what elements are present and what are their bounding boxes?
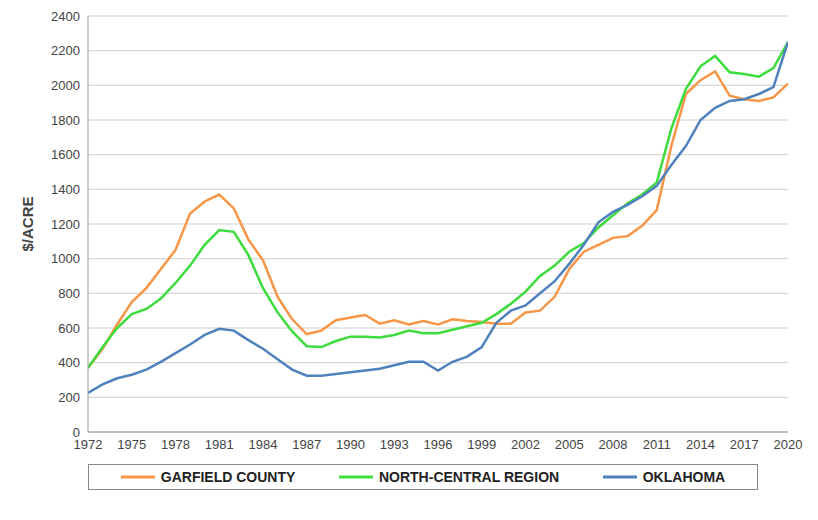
svg-text:1200: 1200 xyxy=(51,217,80,232)
svg-text:800: 800 xyxy=(58,286,80,301)
svg-text:1999: 1999 xyxy=(467,437,496,452)
svg-text:600: 600 xyxy=(58,321,80,336)
svg-text:1400: 1400 xyxy=(51,182,80,197)
svg-text:1000: 1000 xyxy=(51,251,80,266)
svg-text:1996: 1996 xyxy=(424,437,453,452)
svg-text:2008: 2008 xyxy=(599,437,628,452)
svg-text:2002: 2002 xyxy=(511,437,540,452)
svg-text:400: 400 xyxy=(58,355,80,370)
svg-text:0: 0 xyxy=(73,425,80,440)
svg-text:1600: 1600 xyxy=(51,147,80,162)
svg-text:1984: 1984 xyxy=(249,437,278,452)
svg-text:2020: 2020 xyxy=(774,437,803,452)
html-text:NORTH-CENTRAL REGION: NORTH-CENTRAL REGION xyxy=(379,469,560,485)
svg-text:2000: 2000 xyxy=(51,78,80,93)
svg-text:200: 200 xyxy=(58,390,80,405)
svg-text:1981: 1981 xyxy=(205,437,234,452)
svg-text:1987: 1987 xyxy=(292,437,321,452)
svg-text:1975: 1975 xyxy=(117,437,146,452)
svg-text:1993: 1993 xyxy=(380,437,409,452)
svg-text:1972: 1972 xyxy=(73,437,103,453)
svg-text:2200: 2200 xyxy=(51,43,80,58)
svg-text:$/ACRE: $/ACRE xyxy=(19,196,36,251)
svg-text:1800: 1800 xyxy=(51,113,80,128)
svg-text:2005: 2005 xyxy=(555,437,584,452)
svg-text:2400: 2400 xyxy=(51,9,80,24)
svg-text:2014: 2014 xyxy=(686,437,715,452)
html-text:OKLAHOMA: OKLAHOMA xyxy=(642,469,726,485)
svg-text:2011: 2011 xyxy=(643,437,671,452)
svg-text:1978: 1978 xyxy=(161,437,190,452)
svg-text:2017: 2017 xyxy=(730,437,759,452)
html-text:GARFIELD COUNTY: GARFIELD COUNTY xyxy=(160,469,296,485)
svg-text:1990: 1990 xyxy=(336,437,365,452)
